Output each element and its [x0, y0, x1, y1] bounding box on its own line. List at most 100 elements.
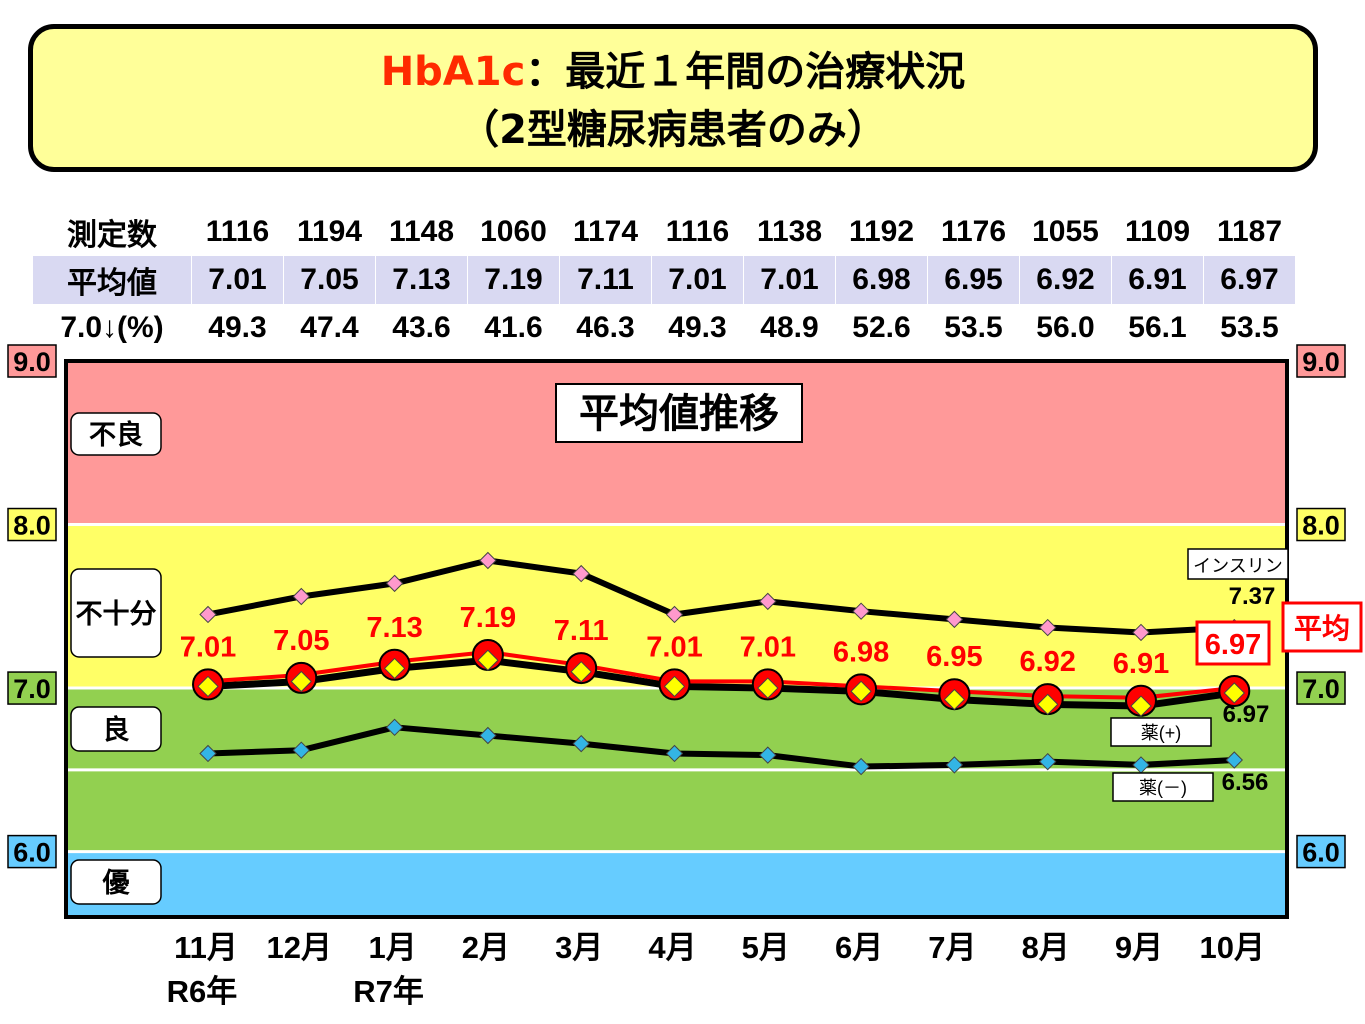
y-tick-label-left: 6.0 [13, 838, 51, 868]
y-tick-box-left [7, 671, 57, 705]
band-label-box [70, 412, 162, 456]
drug-plus-point [197, 675, 219, 698]
x-tick-label: 5月 [742, 930, 790, 965]
average-data-label: 6.95 [926, 641, 982, 673]
y-tick-box-right [1296, 344, 1346, 378]
title-line-1: HbA1c：最近１年間の治療状況 [33, 43, 1313, 101]
average-cell: 6.97 [1203, 256, 1296, 304]
band-label-box [70, 859, 162, 905]
drug-minus-point [479, 726, 497, 745]
band-label-box [70, 706, 162, 752]
x-year-label: R6年 [167, 974, 238, 1009]
insulin-point [1132, 623, 1150, 642]
percent-cell: 53.5 [927, 304, 1020, 352]
y-tick-box-right [1296, 507, 1346, 542]
average-data-label: 7.05 [273, 625, 329, 657]
percent-cell: 46.3 [559, 304, 652, 352]
legend-drug-minus-box [1112, 772, 1214, 802]
drug-minus-point [1038, 752, 1057, 771]
average-cell: 7.11 [559, 256, 652, 304]
drug-plus-point [290, 670, 313, 693]
y-tick-label-left: 8.0 [13, 511, 51, 541]
y-tick-box-left [7, 834, 57, 869]
stats-row-count: 測定数 1116 1194 1148 1060 1174 1116 1138 1… [33, 208, 1296, 256]
count-cell: 1138 [743, 208, 836, 256]
insulin-point [199, 605, 217, 624]
count-cell: 1060 [467, 208, 560, 256]
average-cell: 7.01 [743, 256, 836, 304]
drug-minus-end-label: 6.56 [1222, 769, 1269, 796]
average-data-label: 6.91 [1113, 648, 1169, 680]
average-cell: 6.95 [927, 256, 1020, 304]
row-label-count: 測定数 [33, 208, 192, 256]
count-cell: 1194 [283, 208, 376, 256]
legend-average-label: 平均 [1294, 613, 1350, 644]
legend-drug-plus-label: 薬(+) [1141, 723, 1182, 743]
drug-plus-point [850, 680, 872, 703]
average-cell: 7.01 [651, 256, 744, 304]
percent-cell: 56.0 [1019, 304, 1112, 352]
average-cell: 6.98 [835, 256, 928, 304]
y-tick-box-left [7, 344, 57, 378]
x-tick-label: 10月 [1200, 930, 1265, 965]
drug-minus-point [759, 746, 777, 764]
band-label-box [70, 568, 162, 658]
count-cell: 1109 [1111, 208, 1204, 256]
insulin-point [665, 605, 684, 624]
title-box: HbA1c：最近１年間の治療状況 （2型糖尿病患者のみ） [28, 24, 1318, 172]
count-cell: 1116 [651, 208, 744, 256]
y-tick-label-right: 7.0 [1302, 674, 1340, 704]
drug-minus-point [945, 756, 964, 774]
y-tick-label-left: 7.0 [13, 674, 51, 704]
row-label-average: 平均値 [33, 256, 192, 304]
count-cell: 1055 [1019, 208, 1112, 256]
average-cell: 6.91 [1111, 256, 1204, 304]
percent-cell: 41.6 [467, 304, 560, 352]
band-label: 優 [102, 868, 131, 898]
row-label-percent: 7.0↓(%) [33, 304, 192, 352]
average-cell: 7.05 [283, 256, 376, 304]
x-tick-label: 12月 [267, 930, 332, 965]
percent-cell: 43.6 [375, 304, 468, 352]
band-insufficient [66, 524, 1287, 689]
insulin-point [292, 587, 311, 606]
average-data-label: 7.13 [366, 612, 422, 644]
drug-plus-end-label: 6.97 [1223, 701, 1270, 728]
average-cell: 7.13 [375, 256, 468, 304]
drug-minus-point [572, 734, 590, 753]
y-tick-box-left [7, 507, 57, 542]
drug-plus-point [663, 675, 686, 698]
band-label: 不良 [89, 419, 143, 450]
insulin-point [945, 610, 964, 629]
drug-minus-point [852, 757, 870, 776]
average-data-label: 6.92 [1019, 646, 1075, 678]
chart-title: 平均値推移 [579, 392, 779, 436]
average-data-label: 6.98 [833, 636, 889, 668]
average-data-label: 7.19 [460, 602, 516, 634]
average-last-label-box [1195, 620, 1271, 666]
band-label: 不十分 [76, 599, 157, 629]
x-tick-label: 1月 [368, 930, 416, 965]
insulin-point [1038, 618, 1057, 637]
average-cell: 7.01 [191, 256, 284, 304]
insulin-end-label: 7.37 [1229, 583, 1276, 610]
drug-plus-point [1036, 693, 1059, 716]
average-data-label: 7.01 [646, 631, 702, 663]
x-tick-label: 11月 [174, 930, 238, 965]
y-tick-label-left: 9.0 [13, 347, 51, 377]
average-cell: 6.92 [1019, 256, 1112, 304]
percent-cell: 48.9 [743, 304, 836, 352]
percent-cell: 56.1 [1111, 304, 1204, 352]
count-cell: 1116 [191, 208, 284, 256]
drug-plus-point [1223, 682, 1246, 704]
stats-row-average: 平均値 7.01 7.05 7.13 7.19 7.11 7.01 7.01 6… [33, 256, 1296, 304]
legend-drug-minus-label: 薬(－) [1139, 778, 1187, 798]
chart-title-box [555, 383, 803, 443]
drug-plus-point [943, 688, 966, 711]
count-cell: 1174 [559, 208, 652, 256]
insulin-point [852, 602, 870, 620]
percent-cell: 52.6 [835, 304, 928, 352]
y-tick-box-right [1296, 834, 1346, 869]
drug-plus-point [1130, 695, 1152, 717]
